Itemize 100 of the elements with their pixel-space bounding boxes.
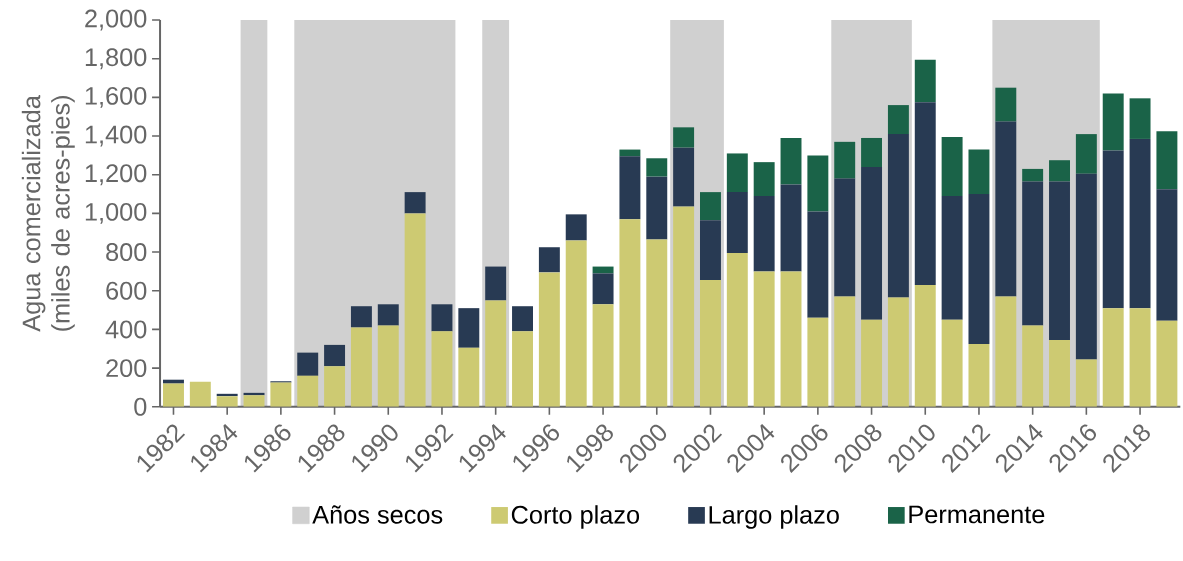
bar	[216, 395, 238, 407]
bar	[1156, 188, 1178, 321]
bar	[726, 191, 748, 253]
y-tick-label: 1,000	[85, 202, 147, 224]
bar	[1156, 320, 1178, 407]
bar	[1102, 150, 1124, 308]
y-tick-label: 1,200	[85, 164, 147, 185]
bar	[941, 319, 963, 407]
bar	[753, 271, 775, 407]
bar	[404, 191, 426, 214]
bar	[592, 273, 614, 305]
bar	[780, 271, 802, 407]
bar	[592, 304, 614, 407]
bar	[1049, 159, 1070, 182]
bar	[1102, 93, 1124, 151]
bar	[1022, 181, 1044, 326]
bar	[699, 279, 721, 407]
bar	[968, 149, 990, 194]
bar	[1075, 359, 1097, 407]
bar	[485, 266, 507, 301]
bar	[726, 153, 748, 192]
bar	[646, 176, 668, 240]
bar	[1129, 138, 1151, 308]
bar	[941, 136, 963, 196]
bar	[834, 141, 856, 179]
bar	[1129, 307, 1151, 407]
bar	[968, 193, 990, 344]
bar	[1075, 133, 1097, 174]
bar	[1102, 307, 1124, 407]
bar	[1156, 130, 1178, 189]
bar	[699, 219, 721, 280]
bar	[619, 156, 641, 219]
bar	[512, 305, 533, 332]
bar	[941, 195, 963, 320]
bar	[995, 296, 1017, 407]
bar	[243, 394, 265, 407]
y-tick-label: 800	[106, 242, 147, 261]
legend-label: Largo plazo	[709, 504, 839, 529]
bar	[324, 365, 346, 407]
bar	[538, 272, 560, 407]
y-tick-label: 600	[106, 281, 147, 300]
bar	[780, 137, 802, 185]
bar	[350, 305, 372, 328]
bar	[646, 239, 668, 407]
bar	[673, 127, 695, 148]
bar	[1049, 339, 1070, 407]
bar	[512, 331, 533, 407]
bar	[753, 161, 775, 196]
bar	[297, 375, 319, 407]
bar	[807, 155, 829, 212]
y-tick-label: 2,000	[85, 9, 147, 31]
bar	[861, 137, 883, 167]
bar	[673, 147, 695, 207]
bar	[699, 191, 721, 220]
bar	[914, 101, 936, 285]
bar	[431, 304, 453, 332]
y-tick-label: 400	[105, 320, 147, 339]
bar	[834, 296, 856, 407]
bar	[861, 166, 883, 320]
bar	[807, 317, 829, 407]
bar	[887, 297, 909, 407]
bar	[377, 304, 399, 326]
bar	[1022, 168, 1044, 182]
bar	[270, 382, 292, 407]
bar	[995, 121, 1017, 297]
bar	[914, 59, 936, 102]
bar	[726, 252, 748, 407]
y-tick-label: 1,600	[85, 86, 147, 108]
bar	[565, 214, 587, 241]
bar	[1022, 325, 1044, 407]
bar	[324, 344, 346, 366]
y-axis-title: Agua comercializada (miles de acres-pies)	[21, 94, 75, 332]
bar	[431, 331, 453, 407]
y-tick-label: 0	[134, 397, 147, 416]
bar	[887, 104, 909, 134]
bar	[538, 247, 560, 273]
bar	[189, 381, 211, 407]
bar	[163, 383, 184, 407]
bar	[458, 347, 480, 407]
bar	[565, 240, 587, 407]
bar	[163, 379, 184, 384]
bar	[914, 284, 936, 407]
bar	[1129, 98, 1151, 139]
bar	[377, 325, 399, 407]
bar	[861, 319, 883, 407]
bar	[404, 213, 426, 407]
bar	[1049, 181, 1070, 340]
bar	[297, 352, 319, 376]
bar	[485, 300, 507, 407]
bar	[619, 218, 641, 407]
bar	[458, 307, 480, 348]
bar	[646, 158, 668, 177]
bar	[834, 178, 856, 297]
bar	[780, 184, 802, 272]
legend-label: Permanente	[909, 505, 1045, 524]
bar	[1075, 173, 1097, 360]
legend-label: Corto plazo	[511, 504, 640, 529]
bar	[753, 195, 775, 272]
y-tick-label: 1,400	[85, 125, 147, 147]
bar	[673, 206, 695, 407]
